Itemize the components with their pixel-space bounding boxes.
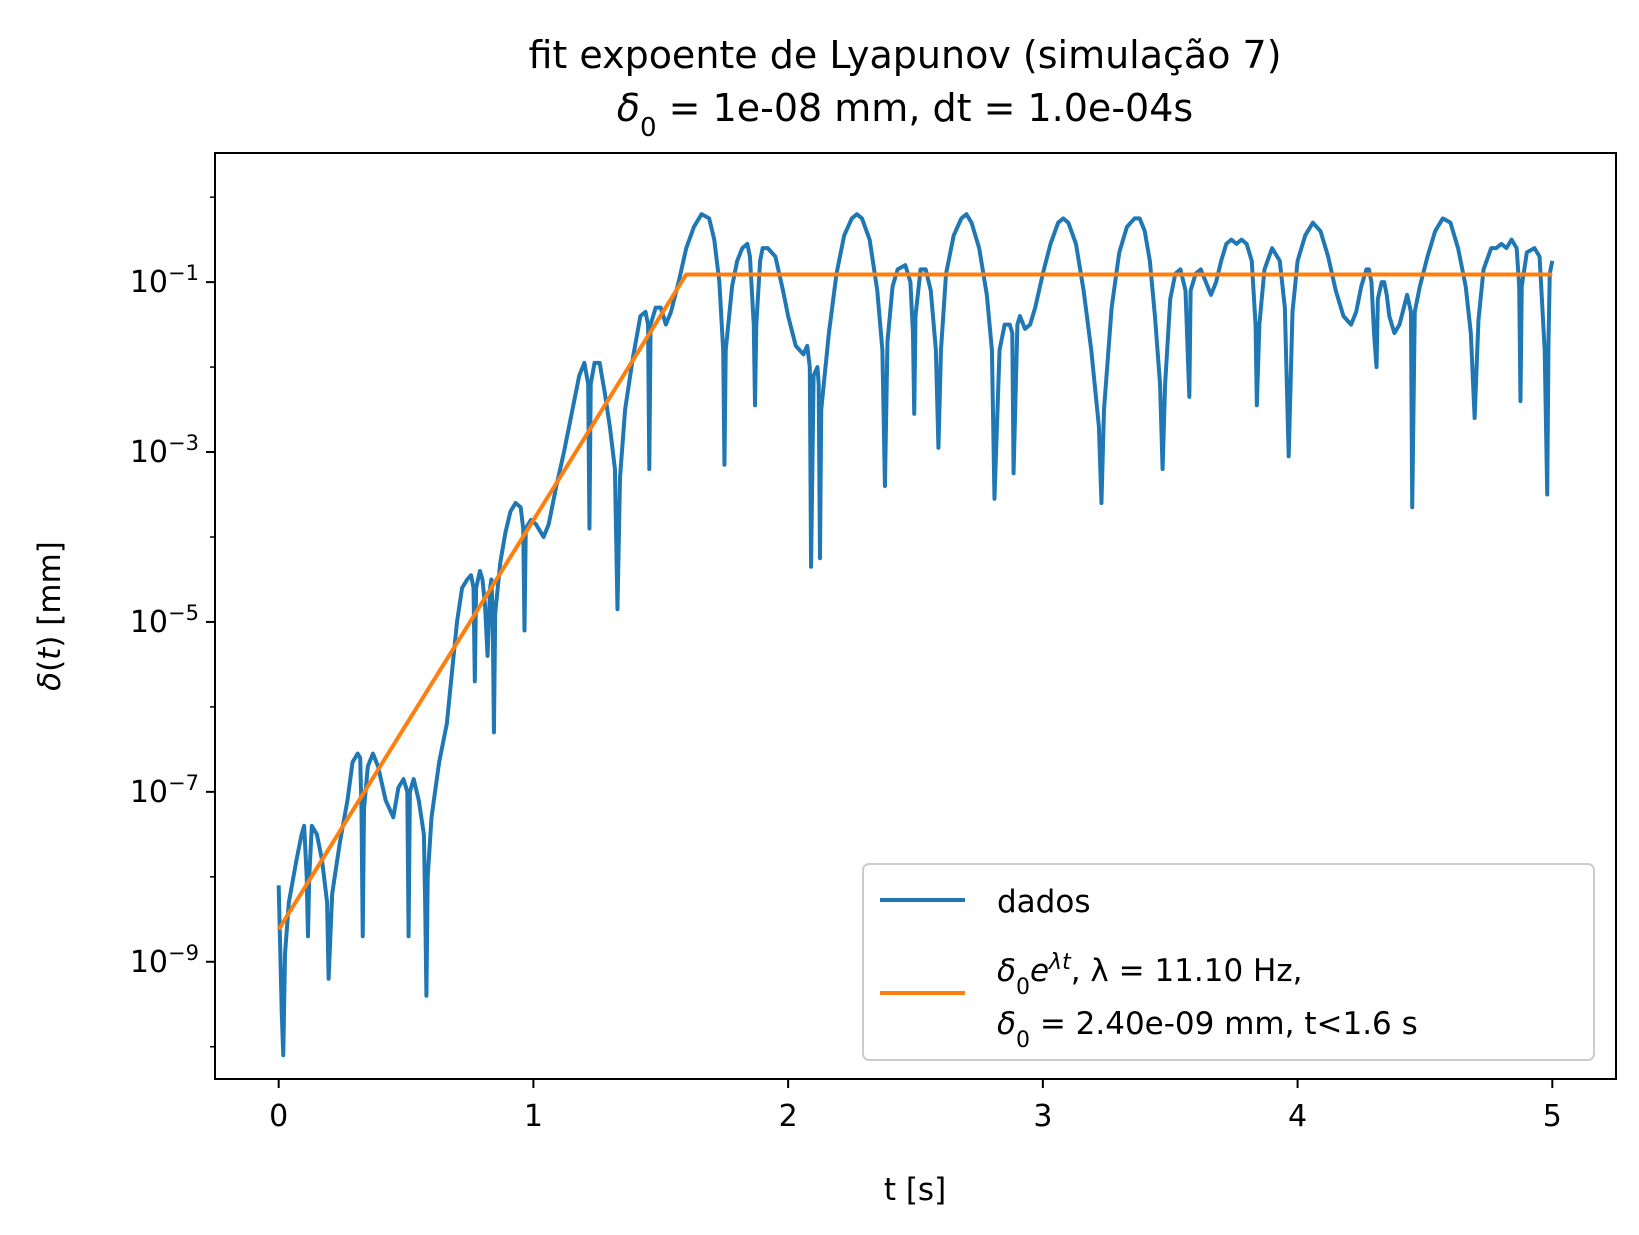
y-axis-label: δ(t) [mm] bbox=[32, 541, 68, 691]
legend-label-fit-line2: δ0 = 2.40e-09 mm, t<1.6 s bbox=[997, 1006, 1418, 1053]
x-tick-label: 0 bbox=[269, 1099, 288, 1134]
y-axis-ticks: 10−1 10−3 10−5 10−7 10−9 bbox=[130, 196, 215, 1048]
x-axis-ticks: 0 1 2 3 4 5 bbox=[269, 1079, 1562, 1134]
legend-label-fit-line1: δ0eλt, λ = 11.10 Hz, bbox=[997, 950, 1302, 1000]
y-tick-label: 10−9 bbox=[130, 941, 199, 980]
legend-label-dados: dados bbox=[997, 884, 1090, 920]
legend-box bbox=[862, 863, 1595, 1061]
ylabel-close: ) bbox=[32, 636, 68, 648]
x-axis-label: t [s] bbox=[884, 1172, 946, 1208]
x-tick-label: 2 bbox=[779, 1099, 798, 1134]
y-tick-label: 10−3 bbox=[130, 431, 199, 470]
plot-series-group bbox=[276, 212, 1555, 1058]
y-tick-label: 10−7 bbox=[130, 771, 199, 810]
chart-subtitle: δ0 = 1e-08 mm, dt = 1.0e-04s bbox=[617, 86, 1193, 143]
ylabel-unit: [mm] bbox=[32, 541, 68, 635]
series-line-dados bbox=[276, 212, 1555, 1058]
y-tick-label: 10−5 bbox=[130, 601, 199, 640]
legend: dados δ0eλt, λ = 11.10 Hz, δ0 = 2.40e-09… bbox=[862, 863, 1595, 1061]
x-tick-label: 3 bbox=[1033, 1099, 1052, 1134]
ylabel-delta: δ bbox=[32, 672, 68, 691]
y-tick-label: 10−1 bbox=[130, 261, 199, 300]
chart-title: fit expoente de Lyapunov (simulação 7) bbox=[528, 33, 1281, 77]
subtitle-sub: 0 bbox=[640, 113, 657, 143]
x-tick-label: 1 bbox=[524, 1099, 543, 1134]
x-tick-label: 4 bbox=[1288, 1099, 1307, 1134]
x-tick-label: 5 bbox=[1543, 1099, 1562, 1134]
series-line-fit bbox=[276, 272, 1553, 931]
plot-frame bbox=[214, 152, 1617, 1080]
subtitle-rest: = 1e-08 mm, dt = 1.0e-04s bbox=[657, 86, 1194, 130]
subtitle-delta: δ bbox=[617, 86, 640, 130]
ylabel-open: ( bbox=[32, 660, 68, 672]
ylabel-var: t bbox=[32, 646, 68, 660]
